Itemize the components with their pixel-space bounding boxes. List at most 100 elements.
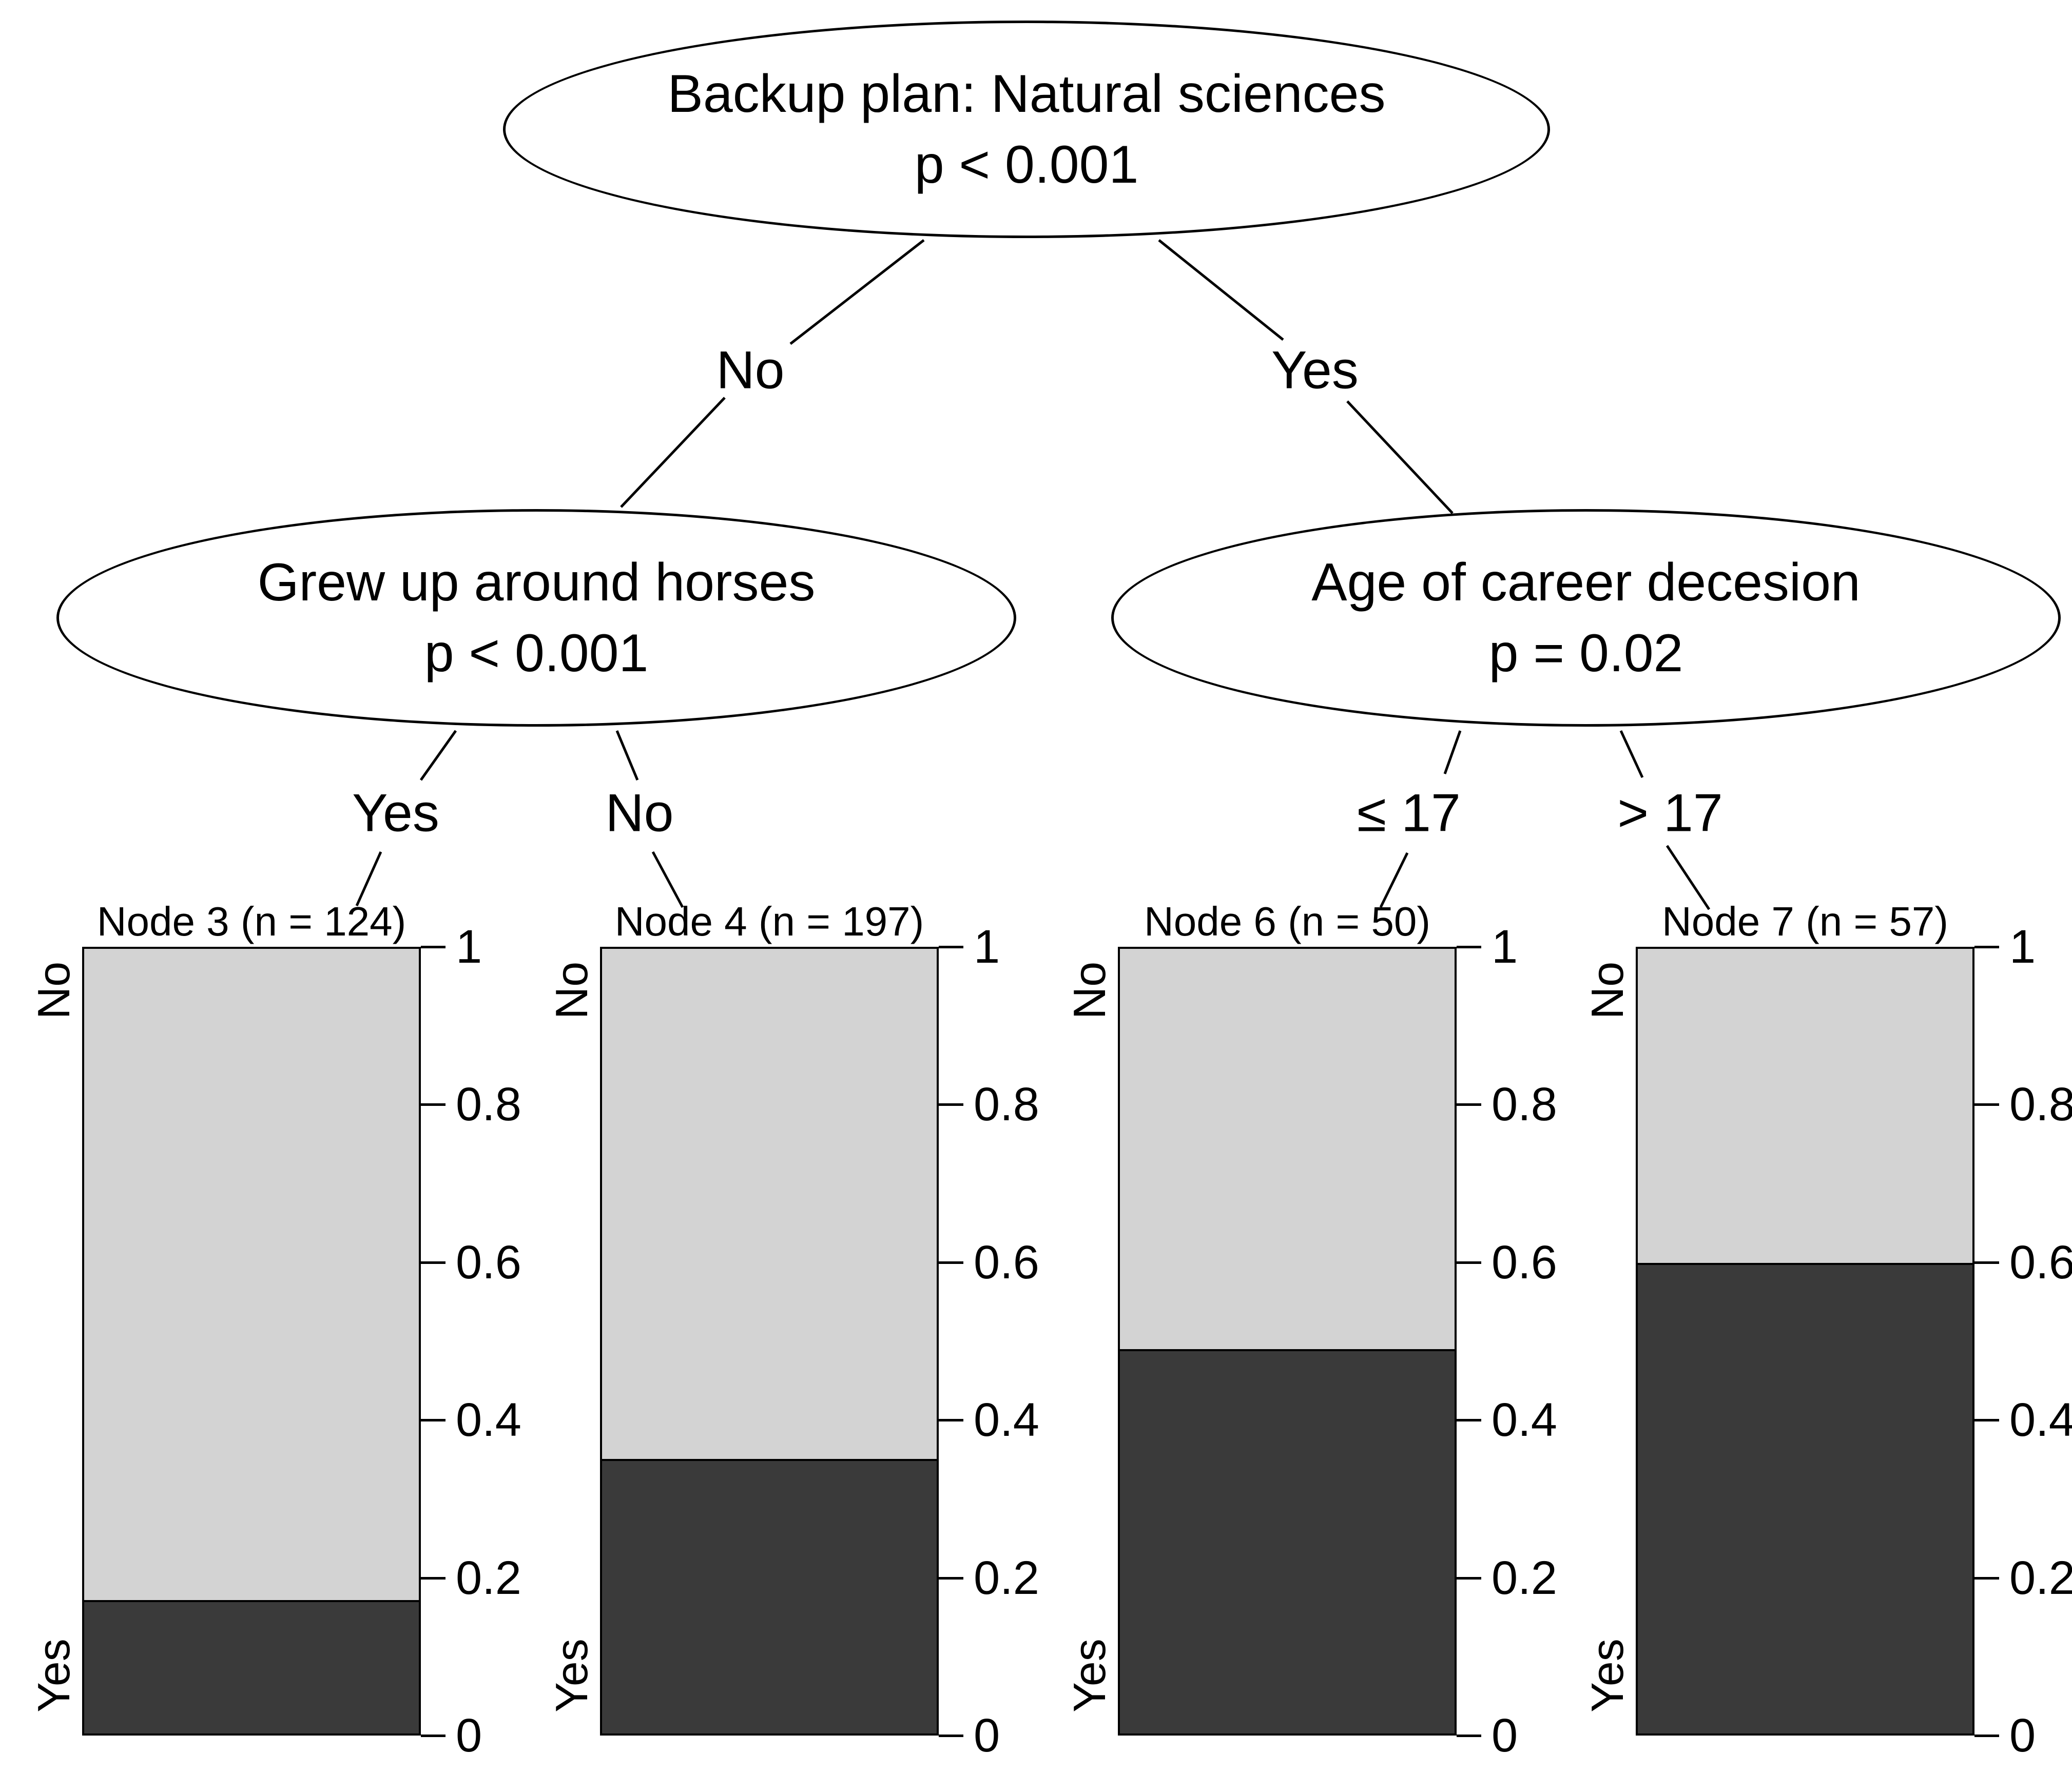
leaf-panel-node-7: Node 7 (n = 57) No Yes 1 0.8 0.6 0.4 0.2… bbox=[1554, 0, 2072, 1773]
branch-label-root-no: No bbox=[716, 340, 785, 400]
tick-label: 1 bbox=[974, 921, 1000, 973]
tick-mark bbox=[1457, 1419, 1481, 1421]
tick-mark bbox=[1457, 946, 1481, 948]
edge-root-left-lower bbox=[620, 397, 726, 508]
tick-label: 1 bbox=[456, 921, 482, 973]
tick-label: 0.8 bbox=[974, 1078, 1039, 1131]
root-node-pvalue: p < 0.001 bbox=[914, 135, 1139, 194]
leaf-panel-node-4: Node 4 (n = 197) No Yes 1 0.8 0.6 0.4 0.… bbox=[518, 0, 1039, 1773]
tick-label: 0.4 bbox=[456, 1394, 521, 1446]
tick-label: 0.8 bbox=[456, 1078, 521, 1131]
tick-mark bbox=[1457, 1735, 1481, 1737]
tick-label: 0 bbox=[974, 1709, 1000, 1762]
tick-mark bbox=[1457, 1261, 1481, 1264]
bar-top-category-label: No bbox=[1582, 961, 1633, 1020]
bar-yes-segment bbox=[84, 1600, 419, 1733]
right-split-node-label: Age of career decesion bbox=[1311, 553, 1861, 612]
left-split-node: Grew up around horses p < 0.001 bbox=[56, 509, 1016, 727]
tick-label: 0 bbox=[456, 1709, 482, 1762]
bar-yes-segment bbox=[602, 1458, 937, 1733]
branch-label-left-no: No bbox=[605, 783, 674, 843]
stacked-bar-node-7 bbox=[1636, 947, 1974, 1736]
tick-label: 0.6 bbox=[974, 1236, 1039, 1289]
tick-mark bbox=[421, 1261, 446, 1264]
tick-label: 0 bbox=[2009, 1709, 2036, 1762]
bar-top-category-label: No bbox=[28, 961, 79, 1020]
bar-bottom-category-label: Yes bbox=[28, 1639, 79, 1712]
tick-label: 0.2 bbox=[456, 1552, 521, 1604]
branch-label-right-le17: ≤ 17 bbox=[1357, 783, 1461, 843]
root-node: Backup plan: Natural sciences p < 0.001 bbox=[503, 21, 1550, 238]
branch-label-root-yes: Yes bbox=[1271, 340, 1359, 400]
tick-mark bbox=[1974, 1261, 1999, 1264]
stacked-bar-node-4 bbox=[600, 947, 939, 1736]
leaf-title: Node 7 (n = 57) bbox=[1661, 899, 1949, 944]
bar-bottom-category-label: Yes bbox=[546, 1639, 597, 1712]
tick-mark bbox=[1457, 1577, 1481, 1580]
bar-yes-segment bbox=[1120, 1349, 1455, 1733]
tick-mark bbox=[421, 946, 446, 948]
tick-mark bbox=[1974, 1577, 1999, 1580]
tick-mark bbox=[421, 1103, 446, 1106]
tick-label: 0.8 bbox=[2009, 1078, 2072, 1131]
tick-label: 0.6 bbox=[2009, 1236, 2072, 1289]
bar-top-category-label: No bbox=[546, 961, 597, 1020]
edge-right-le17-lower bbox=[1379, 852, 1409, 908]
tick-label: 0 bbox=[1492, 1709, 1518, 1762]
tick-mark bbox=[1457, 1103, 1481, 1106]
edge-right-le17-upper bbox=[1443, 730, 1462, 774]
leaf-title: Node 3 (n = 124) bbox=[96, 899, 406, 944]
tick-label: 0.8 bbox=[1492, 1078, 1557, 1131]
leaf-title: Node 6 (n = 50) bbox=[1144, 899, 1431, 944]
edge-left-yes-upper bbox=[419, 730, 457, 781]
tick-label: 0.4 bbox=[974, 1394, 1039, 1446]
edge-right-gt17-upper bbox=[1619, 730, 1644, 778]
root-node-label: Backup plan: Natural sciences bbox=[667, 64, 1386, 124]
leaf-panel-node-6: Node 6 (n = 50) No Yes 1 0.8 0.6 0.4 0.2… bbox=[1036, 0, 1557, 1773]
stacked-bar-node-6 bbox=[1118, 947, 1457, 1736]
branch-label-left-yes: Yes bbox=[352, 783, 439, 843]
tick-label: 1 bbox=[1492, 921, 1518, 973]
tick-label: 0.2 bbox=[1492, 1552, 1557, 1604]
leaf-panel-node-3: Node 3 (n = 124) No Yes 1 0.8 0.6 0.4 0.… bbox=[0, 0, 521, 1773]
tick-mark bbox=[939, 1103, 963, 1106]
bar-top-category-label: No bbox=[1064, 961, 1115, 1020]
tick-label: 0.4 bbox=[1492, 1394, 1557, 1446]
leaf-title: Node 4 (n = 197) bbox=[614, 899, 924, 944]
tick-mark bbox=[939, 1419, 963, 1421]
tick-label: 1 bbox=[2009, 921, 2036, 973]
tick-label: 0.2 bbox=[2009, 1552, 2072, 1604]
branch-label-right-gt17: > 17 bbox=[1617, 783, 1723, 843]
tick-mark bbox=[939, 1735, 963, 1737]
edge-left-yes-lower bbox=[355, 851, 382, 907]
tick-mark bbox=[939, 946, 963, 948]
left-split-node-pvalue: p < 0.001 bbox=[424, 624, 649, 683]
tick-mark bbox=[1974, 1419, 1999, 1421]
tick-label: 0.6 bbox=[456, 1236, 521, 1289]
tick-mark bbox=[421, 1577, 446, 1580]
tick-label: 0.4 bbox=[2009, 1394, 2072, 1446]
edge-root-right-upper bbox=[1158, 239, 1284, 341]
right-split-node: Age of career decesion p = 0.02 bbox=[1111, 509, 2061, 727]
tick-label: 0.6 bbox=[1492, 1236, 1557, 1289]
tick-mark bbox=[421, 1735, 446, 1737]
tick-mark bbox=[939, 1577, 963, 1580]
edge-root-right-lower bbox=[1346, 400, 1454, 514]
tick-mark bbox=[1974, 1103, 1999, 1106]
edge-right-gt17-lower bbox=[1666, 845, 1711, 910]
tick-mark bbox=[1974, 1735, 1999, 1737]
left-split-node-label: Grew up around horses bbox=[257, 553, 816, 612]
tick-mark bbox=[939, 1261, 963, 1264]
right-split-node-pvalue: p = 0.02 bbox=[1488, 624, 1683, 683]
edge-left-no-lower bbox=[651, 851, 684, 908]
tick-mark bbox=[421, 1419, 446, 1421]
tick-mark bbox=[1974, 946, 1999, 948]
bar-bottom-category-label: Yes bbox=[1064, 1639, 1115, 1712]
stacked-bar-node-3 bbox=[82, 947, 421, 1736]
bar-bottom-category-label: Yes bbox=[1582, 1639, 1633, 1712]
edge-left-no-upper bbox=[615, 730, 639, 781]
tick-label: 0.2 bbox=[974, 1552, 1039, 1604]
edge-root-left-upper bbox=[789, 239, 925, 345]
